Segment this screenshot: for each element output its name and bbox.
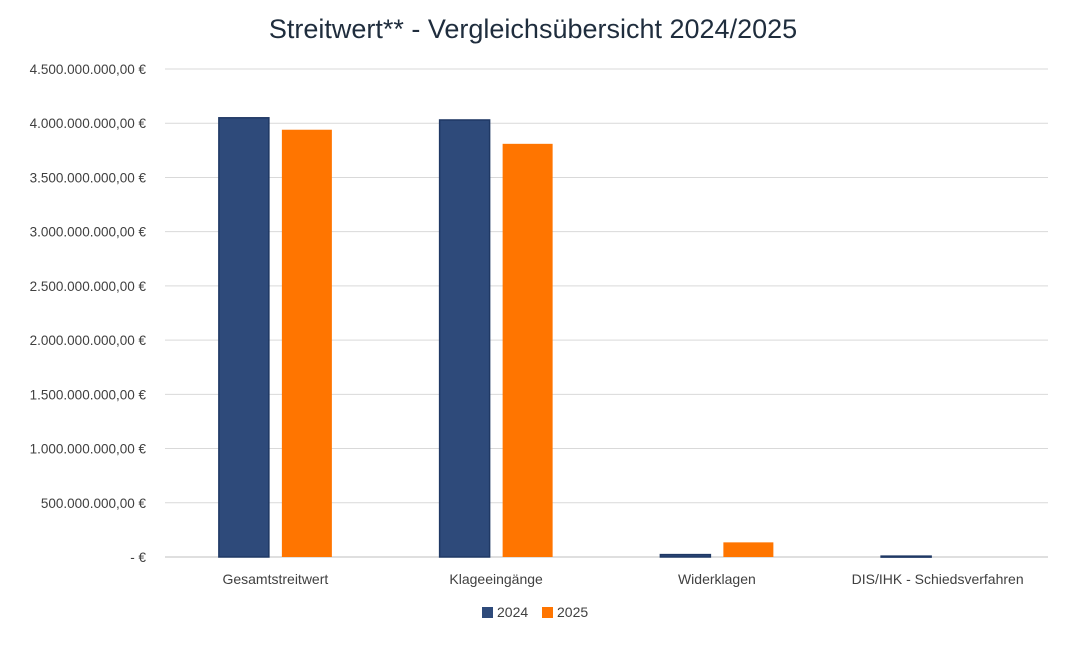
x-category-label: Gesamtstreitwert <box>222 571 328 587</box>
bar-2024-3 <box>880 555 932 558</box>
y-tick-label: 1.000.000.000,00 € <box>30 442 147 457</box>
bar-2024-1 <box>438 119 491 558</box>
y-tick-label: 500.000.000,00 € <box>41 496 147 511</box>
bar-2025-2 <box>723 542 774 557</box>
bar-2024-0 <box>218 117 270 558</box>
legend-swatch-2024 <box>482 607 493 618</box>
legend-label: 2024 <box>497 604 528 620</box>
bars <box>218 117 932 558</box>
y-tick-label: 4.500.000.000,00 € <box>30 62 147 77</box>
y-tick-label: 3.000.000.000,00 € <box>30 225 147 240</box>
y-axis-ticks: - € 500.000.000,00 € 1.000.000.000,00 € 1.5… <box>30 62 147 565</box>
x-axis-categories: Gesamtstreitwert Klageeingänge Widerklagen… <box>222 571 1023 587</box>
y-tick-label: - € <box>130 550 146 565</box>
x-category-label: Klageeingänge <box>449 571 543 587</box>
y-tick-label: 2.500.000.000,00 € <box>30 279 147 294</box>
x-category-label: Widerklagen <box>678 571 756 587</box>
bar-2025-0 <box>281 129 332 557</box>
y-tick-label: 4.000.000.000,00 € <box>30 116 147 131</box>
chart-title: Streitwert** - Vergleichsübersicht 2024/… <box>269 14 797 44</box>
bar-2024-2 <box>659 553 712 558</box>
x-category-label: DIS/IHK - Schiedsverfahren <box>852 571 1024 587</box>
legend-swatch-2025 <box>542 607 553 618</box>
y-tick-label: 2.000.000.000,00 € <box>30 333 147 348</box>
legend-label: 2025 <box>557 604 588 620</box>
legend: 2024 2025 <box>482 604 588 620</box>
bar-2025-1 <box>502 143 553 557</box>
y-tick-label: 3.500.000.000,00 € <box>30 170 147 185</box>
y-tick-label: 1.500.000.000,00 € <box>30 387 147 402</box>
